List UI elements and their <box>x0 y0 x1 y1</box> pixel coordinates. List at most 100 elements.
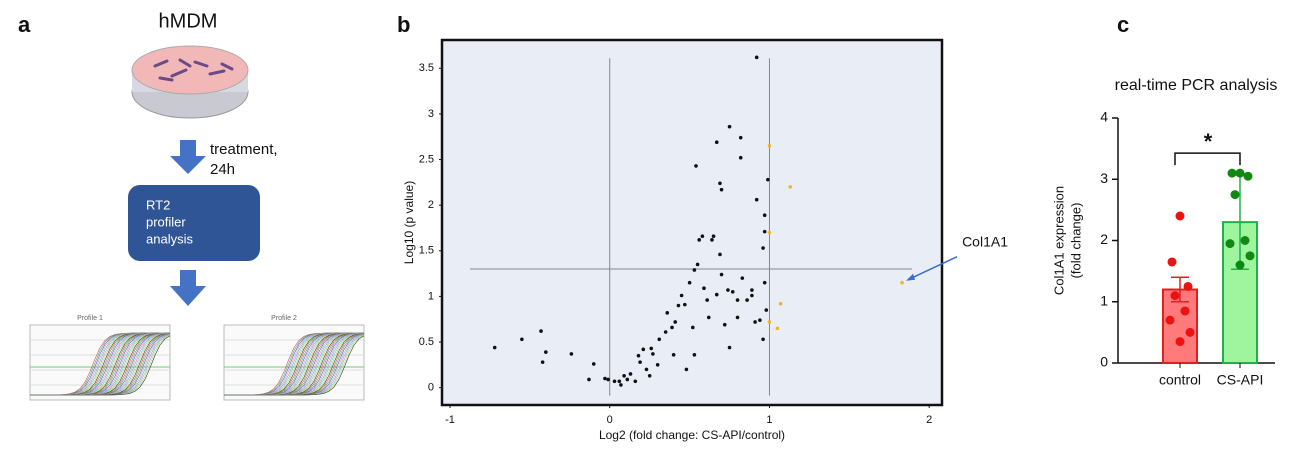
charts: -1 0 1 2 0 0.5 1 1.5 2 2.5 3 3.5 Col1A1 Log2 (fold ch… <box>402 38 1277 442</box>
data-point <box>673 320 678 324</box>
data-point <box>1235 260 1245 270</box>
data-point <box>1185 327 1195 337</box>
data-point <box>671 353 676 357</box>
data-point <box>683 302 687 307</box>
box-text: analysis <box>146 231 193 246</box>
x-tick-label: 1 <box>766 414 772 426</box>
treatment-label: 24h <box>210 161 235 178</box>
y-tick-label: 0 <box>428 382 434 394</box>
data-point <box>726 288 730 292</box>
cell-label: hMDM <box>159 10 218 32</box>
data-point <box>718 252 722 257</box>
treatment-label: treatment, <box>210 141 278 158</box>
y-tick-label: 3 <box>428 108 434 120</box>
plot-area <box>440 38 944 407</box>
significance-label: * <box>1204 129 1213 154</box>
data-point <box>738 135 743 140</box>
y-tick-label: 1.5 <box>419 245 434 257</box>
data-point <box>617 379 622 384</box>
x-axis-label: Log2 (fold change: CS-API/control) <box>599 428 785 442</box>
data-point <box>1165 315 1175 325</box>
data-point <box>735 298 740 302</box>
panel-label: b <box>397 12 410 37</box>
data-point <box>692 268 697 272</box>
data-point <box>762 280 767 285</box>
y-tick-label: 2 <box>428 199 434 211</box>
data-point <box>702 286 706 291</box>
data-point <box>761 246 765 250</box>
y-axis-label: (fold change) <box>1068 203 1083 279</box>
data-point <box>655 363 660 367</box>
data-point <box>647 374 652 378</box>
panel-label: a <box>18 12 31 37</box>
data-point <box>711 234 716 238</box>
data-point <box>727 345 732 350</box>
data-point <box>591 362 596 366</box>
plot-frame <box>29 324 171 401</box>
data-point <box>762 213 767 217</box>
data-point <box>727 124 732 129</box>
plot-title: Profile 1 <box>77 315 103 322</box>
data-point <box>665 311 670 315</box>
y-tick-label: 2 <box>1100 231 1108 247</box>
y-tick-label: 1 <box>428 290 434 302</box>
data-point <box>692 353 697 357</box>
data-point <box>1243 171 1253 181</box>
data-point <box>778 301 783 306</box>
x-tick-label: CS-API <box>1217 372 1264 388</box>
data-point <box>705 298 709 302</box>
data-point <box>1175 337 1185 347</box>
data-point <box>764 308 769 312</box>
process-box <box>128 185 260 261</box>
y-tick-label: 2.5 <box>419 153 434 165</box>
data-point <box>657 337 662 342</box>
arrow-head <box>906 273 916 281</box>
y-axis-label: Col1A1 expression <box>1051 186 1066 295</box>
data-point <box>569 352 574 356</box>
data-point <box>628 372 633 376</box>
data-point <box>1245 251 1255 261</box>
data-point <box>1235 168 1245 178</box>
data-point <box>714 292 719 297</box>
data-point <box>690 325 695 330</box>
data-point <box>694 164 698 168</box>
data-point <box>1225 239 1235 249</box>
data-point <box>587 377 591 382</box>
data-point <box>745 298 749 302</box>
data-point <box>758 318 762 322</box>
arrow <box>170 270 206 306</box>
annotation-arrow <box>907 256 958 281</box>
plot-frame <box>223 324 365 401</box>
data-point <box>754 197 759 202</box>
data-point <box>644 367 649 372</box>
data-point <box>649 346 654 351</box>
data-point <box>492 345 497 350</box>
data-point <box>730 290 735 294</box>
data-point <box>670 325 674 330</box>
data-point <box>761 337 765 342</box>
petri-dish <box>131 45 249 119</box>
data-point <box>520 337 524 342</box>
data-point <box>788 185 793 189</box>
data-point <box>676 303 681 308</box>
annotation: Col1A1 <box>962 233 1008 249</box>
data-point <box>1240 236 1250 245</box>
data-point <box>625 377 630 382</box>
plot-title: Profile 2 <box>271 315 297 322</box>
y-tick-label: 3.5 <box>419 62 434 74</box>
data-point <box>740 276 745 280</box>
data-point <box>684 367 689 372</box>
data-point <box>544 350 548 354</box>
data-point <box>750 288 754 292</box>
data-point <box>622 374 626 378</box>
amp-curve <box>30 335 171 396</box>
y-tick-label: 4 <box>1100 109 1108 125</box>
x-tick-label: 0 <box>607 414 613 426</box>
data-point <box>679 293 684 298</box>
data-point <box>767 144 772 148</box>
data-point <box>603 376 607 381</box>
data-point <box>775 326 780 331</box>
significance-bracket <box>1174 152 1241 166</box>
data-point <box>753 320 757 324</box>
data-point <box>735 315 740 320</box>
